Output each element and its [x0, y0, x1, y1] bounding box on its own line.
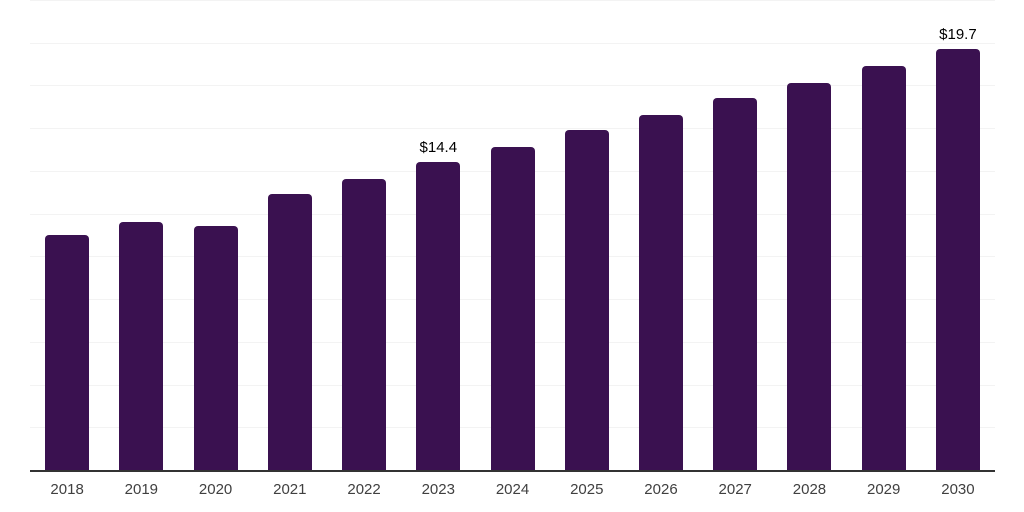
- x-axis: 2018 2019 2020 2021 2022 2023 2024 2025 2026 2027…: [30, 481, 995, 499]
- bar-2026: [638, 115, 683, 470]
- x-tick-label-2025: 2025: [570, 481, 604, 498]
- x-tick-label-2022: 2022: [347, 481, 381, 498]
- bar-slot-2019: [104, 0, 178, 470]
- x-tick-label-2024: 2024: [495, 481, 530, 498]
- gridline-20: [30, 42, 995, 44]
- bar-slot-2029: [847, 0, 921, 470]
- bar-2029: [861, 66, 906, 470]
- x-tick-label-2020: 2020: [198, 481, 233, 498]
- bar-slot-2020: [178, 0, 252, 470]
- bar-2019: [119, 222, 164, 470]
- bar-slot-2018: [30, 0, 104, 470]
- gridline-18: [30, 85, 995, 87]
- bar-slot-2025: [550, 0, 624, 470]
- bar-slot-2028: [772, 0, 846, 470]
- x-tick-label-2026: 2026: [644, 481, 678, 498]
- x-tick-label-2019: 2019: [124, 481, 159, 498]
- bar-2018: [45, 235, 90, 470]
- x-tick-label-2030: 2030: [941, 481, 975, 498]
- bar-slot-2030: $19.7: [921, 0, 995, 470]
- x-tick-label-2029: 2029: [867, 481, 901, 498]
- bar-slot-2023: $14.4: [401, 0, 475, 470]
- gridline-16: [30, 128, 995, 130]
- bar-2028: [787, 83, 832, 470]
- bar-value-label-2023: $14.4: [419, 139, 458, 157]
- bar-slots: $14.4 $19.7: [30, 0, 995, 470]
- bar-slot-2021: [253, 0, 327, 470]
- bar-2027: [713, 98, 758, 470]
- bar-2021: [267, 194, 312, 470]
- bar-2022: [342, 179, 387, 470]
- bar-value-label-2030: $19.7: [939, 26, 977, 44]
- bar-slot-2024: [475, 0, 549, 470]
- bar-2030: [935, 49, 980, 470]
- bar-2025: [564, 130, 609, 470]
- bar-2023: [416, 162, 461, 470]
- x-tick-label-2021: 2021: [273, 481, 307, 498]
- x-tick-label-2027: 2027: [718, 481, 752, 498]
- bar-slot-2022: [327, 0, 401, 470]
- gridline-22: [30, 0, 995, 1]
- x-tick-label-2028: 2028: [792, 481, 827, 498]
- x-tick-label-2018: 2018: [50, 481, 84, 498]
- bar-2020: [193, 226, 238, 470]
- bar-slot-2027: [698, 0, 772, 470]
- plot-area: $14.4 $19.7: [30, 0, 995, 472]
- x-tick-label-2023: 2023: [421, 481, 455, 498]
- bar-slot-2026: [624, 0, 698, 470]
- bar-2024: [490, 147, 535, 470]
